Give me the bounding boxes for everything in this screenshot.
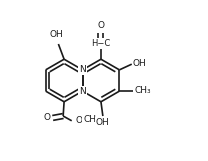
Text: H−C: H−C (91, 39, 111, 48)
Text: O: O (75, 116, 82, 125)
Text: CH₃: CH₃ (83, 115, 100, 124)
Text: CH₃: CH₃ (134, 86, 151, 95)
Text: O: O (98, 21, 104, 30)
Text: OH: OH (133, 59, 146, 68)
Text: O: O (43, 114, 50, 122)
Text: OH: OH (96, 118, 110, 127)
Text: N: N (79, 65, 86, 74)
Text: OH: OH (50, 30, 63, 39)
Text: N: N (79, 87, 86, 96)
